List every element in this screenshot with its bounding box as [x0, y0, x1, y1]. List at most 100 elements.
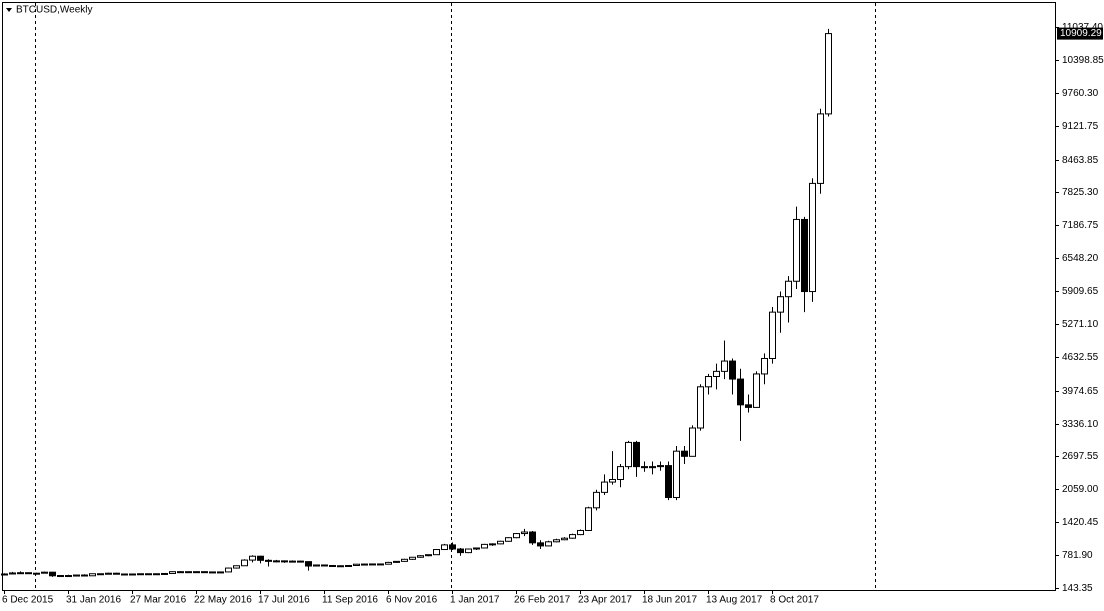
candle-body — [505, 537, 512, 542]
x-tick-label: 18 Jun 2017 — [642, 595, 697, 606]
candle-body — [465, 548, 472, 554]
candle-body — [417, 555, 424, 558]
y-tick-label: 143.35 — [1062, 583, 1093, 594]
title-arrow — [6, 8, 12, 12]
candle-body — [585, 507, 592, 531]
candle-body — [785, 280, 792, 298]
y-tick-label: 8463.85 — [1062, 155, 1099, 166]
candle-body — [817, 113, 824, 184]
x-tick-label: 22 May 2016 — [194, 595, 252, 606]
y-tick-label: 4632.55 — [1062, 352, 1099, 363]
y-tick-label: 7825.30 — [1062, 187, 1099, 198]
x-tick-label: 6 Dec 2015 — [2, 595, 54, 606]
y-tick-label: 1420.45 — [1062, 517, 1099, 528]
y-tick-label: 5271.10 — [1062, 319, 1099, 330]
candle-body — [721, 360, 728, 372]
candle-body — [97, 573, 104, 576]
candle-body — [305, 561, 312, 567]
y-tick-label: 3974.65 — [1062, 386, 1099, 397]
candle-body — [553, 539, 560, 543]
y-tick-label: 9760.30 — [1062, 88, 1099, 99]
candle-body — [561, 537, 568, 541]
y-tick-label: 5909.65 — [1062, 286, 1099, 297]
candle-body — [801, 218, 808, 293]
y-tick-label: 781.90 — [1062, 550, 1093, 561]
candle-body — [57, 575, 64, 578]
y-tick-label: 6548.20 — [1062, 253, 1099, 264]
x-tick-label: 27 Mar 2016 — [130, 595, 187, 606]
candle-body — [169, 571, 176, 574]
candle-body — [441, 544, 448, 551]
candle-body — [145, 573, 152, 576]
candle-body — [177, 571, 184, 574]
candle-body — [433, 549, 440, 556]
x-tick-label: 11 Sep 2016 — [322, 595, 378, 606]
candle-body — [241, 559, 248, 567]
candle-body — [345, 564, 352, 567]
candle-body — [513, 533, 520, 539]
candle-body — [497, 540, 504, 545]
period-separators — [35, 3, 876, 590]
candle-body — [249, 555, 256, 561]
candle-body — [153, 573, 160, 576]
candle-body — [769, 311, 776, 359]
candle-body — [449, 544, 456, 550]
candle-body — [89, 573, 96, 577]
candle-body — [713, 370, 720, 378]
candle-body — [657, 465, 664, 468]
candle-body — [329, 564, 336, 567]
candle-body — [641, 466, 648, 469]
candle-body — [9, 572, 16, 575]
candle-body — [705, 376, 712, 388]
candle-body — [369, 563, 376, 566]
x-tick-label: 31 Jan 2016 — [66, 595, 121, 606]
candle-body — [545, 541, 552, 547]
candle-body — [257, 555, 264, 561]
x-tick-label: 6 Nov 2016 — [386, 595, 438, 606]
candle-body — [753, 373, 760, 408]
candle-body — [521, 531, 528, 535]
candle-body — [209, 571, 216, 574]
y-tick-label: 2697.55 — [1062, 451, 1099, 462]
candle-body — [113, 572, 120, 575]
candle-body — [489, 543, 496, 546]
candle-body — [529, 531, 536, 544]
x-tick-label: 17 Jul 2016 — [258, 595, 310, 606]
candle-body — [81, 574, 88, 577]
candle-body — [729, 360, 736, 380]
candle-body — [697, 386, 704, 429]
x-tick-label: 8 Oct 2017 — [770, 595, 819, 606]
x-tick-label: 1 Jan 2017 — [450, 595, 500, 606]
x-tick-label: 13 Aug 2017 — [706, 595, 763, 606]
candle-body — [33, 572, 40, 575]
candle-body — [313, 564, 320, 567]
candle-body — [161, 572, 168, 575]
candle-body — [225, 567, 232, 573]
candle-body — [185, 571, 192, 574]
candle-body — [593, 491, 600, 509]
candle-body — [481, 543, 488, 549]
x-tick-label: 26 Feb 2017 — [514, 595, 571, 606]
candle-body — [121, 573, 128, 576]
candle-body — [689, 427, 696, 457]
candle-body — [649, 466, 656, 469]
candle-body — [793, 218, 800, 282]
candle-body — [353, 563, 360, 566]
y-tick-label: 10398.85 — [1062, 55, 1104, 66]
candle-body — [65, 575, 72, 578]
candle-body — [761, 357, 768, 375]
candle-body — [473, 547, 480, 550]
candle-body — [617, 466, 624, 480]
plot-frame — [2, 2, 1056, 591]
candle-body — [73, 574, 80, 577]
candle-body — [265, 559, 272, 562]
candle-body — [321, 564, 328, 567]
candle-body — [233, 565, 240, 569]
candle-body — [425, 554, 432, 557]
candle-body — [281, 560, 288, 563]
candle-body — [193, 571, 200, 574]
candle-body — [105, 572, 112, 575]
candle-body — [577, 529, 584, 536]
candle-body — [745, 404, 752, 408]
